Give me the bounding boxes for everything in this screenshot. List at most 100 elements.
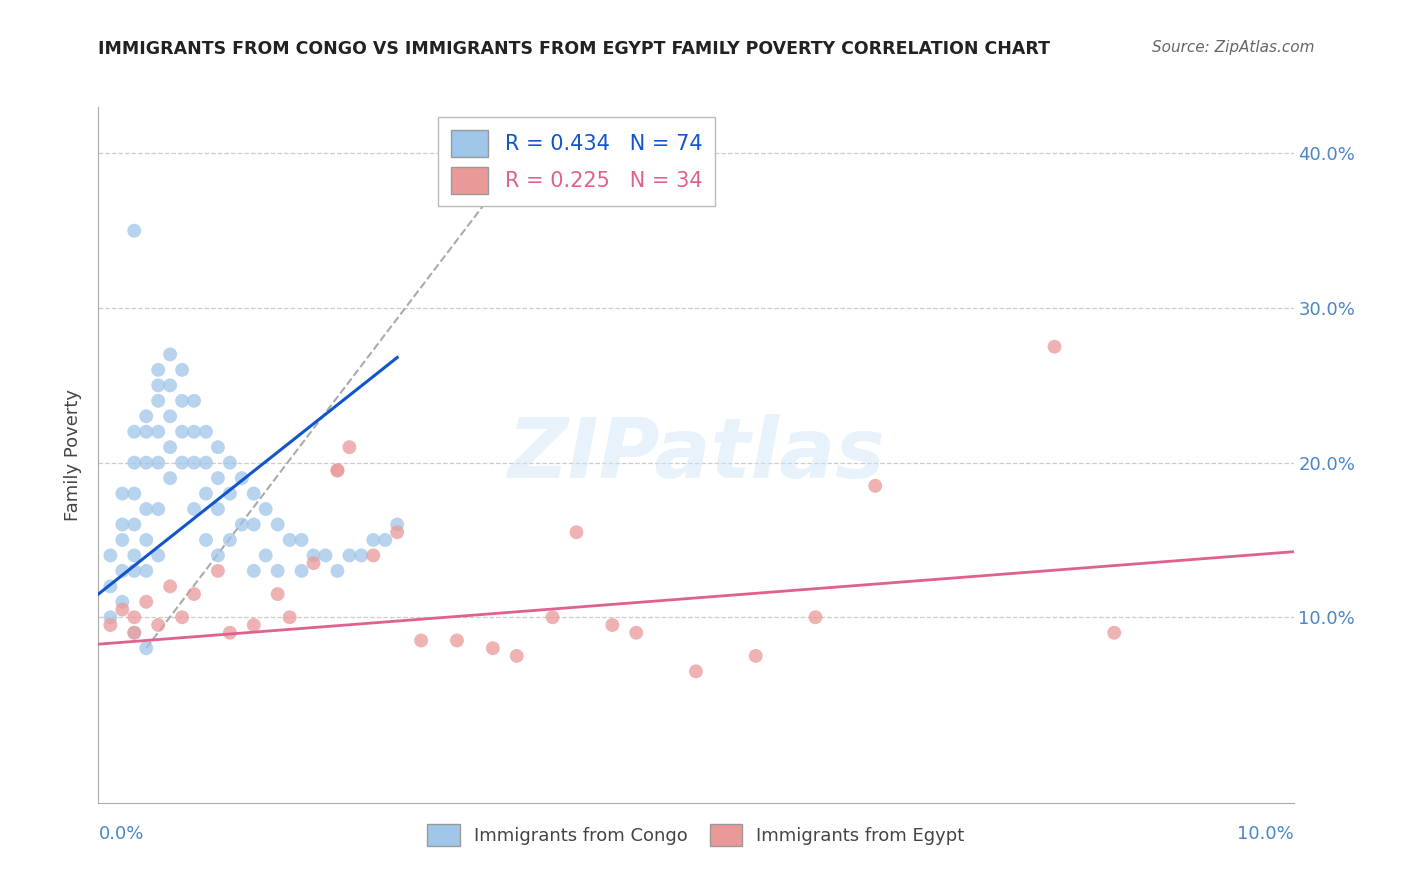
Point — [363, 549, 385, 563]
Point — [219, 533, 242, 547]
Point — [326, 463, 349, 477]
Point — [148, 549, 170, 563]
Text: Source: ZipAtlas.com: Source: ZipAtlas.com — [1152, 40, 1315, 55]
Y-axis label: Family Poverty: Family Poverty — [63, 389, 82, 521]
Point — [98, 579, 122, 593]
Point — [302, 556, 325, 570]
Point — [98, 549, 122, 563]
Point — [172, 393, 194, 408]
Point — [602, 618, 624, 632]
Point — [111, 595, 134, 609]
Point — [326, 463, 349, 477]
Point — [148, 456, 170, 470]
Point — [243, 564, 266, 578]
Point — [339, 549, 361, 563]
Point — [231, 471, 253, 485]
Point — [111, 564, 134, 578]
Point — [207, 471, 229, 485]
Point — [124, 425, 146, 439]
Point — [172, 425, 194, 439]
Point — [159, 347, 181, 361]
Point — [350, 549, 373, 563]
Point — [159, 378, 181, 392]
Point — [278, 533, 301, 547]
Point — [326, 564, 349, 578]
Point — [278, 610, 301, 624]
Point — [195, 533, 218, 547]
Point — [626, 625, 648, 640]
Point — [148, 363, 170, 377]
Point — [243, 517, 266, 532]
Point — [541, 610, 564, 624]
Point — [865, 479, 887, 493]
Text: 10.0%: 10.0% — [1237, 825, 1294, 843]
Point — [804, 610, 827, 624]
Point — [219, 625, 242, 640]
Point — [148, 393, 170, 408]
Point — [148, 425, 170, 439]
Point — [159, 409, 181, 424]
Point — [135, 641, 157, 656]
Point — [302, 549, 325, 563]
Point — [207, 549, 229, 563]
Point — [111, 486, 134, 500]
Point — [207, 502, 229, 516]
Point — [254, 502, 277, 516]
Point — [195, 425, 218, 439]
Text: ZIPatlas: ZIPatlas — [508, 415, 884, 495]
Point — [98, 618, 122, 632]
Point — [111, 517, 134, 532]
Point — [385, 517, 409, 532]
Point — [291, 533, 314, 547]
Text: 0.0%: 0.0% — [98, 825, 143, 843]
Point — [172, 610, 194, 624]
Point — [482, 641, 505, 656]
Point — [111, 602, 134, 616]
Point — [124, 610, 146, 624]
Point — [243, 618, 266, 632]
Point — [195, 456, 218, 470]
Point — [124, 224, 146, 238]
Point — [207, 564, 229, 578]
Point — [231, 517, 253, 532]
Point — [183, 393, 205, 408]
Point — [267, 587, 290, 601]
Point — [159, 440, 181, 454]
Point — [124, 625, 146, 640]
Point — [135, 409, 157, 424]
Point — [124, 517, 146, 532]
Point — [267, 517, 290, 532]
Point — [195, 486, 218, 500]
Point — [183, 456, 205, 470]
Point — [111, 533, 134, 547]
Point — [135, 425, 157, 439]
Point — [124, 486, 146, 500]
Point — [243, 486, 266, 500]
Point — [363, 533, 385, 547]
Point — [315, 549, 337, 563]
Point — [159, 471, 181, 485]
Point — [1043, 340, 1066, 354]
Point — [148, 378, 170, 392]
Point — [745, 648, 768, 663]
Text: IMMIGRANTS FROM CONGO VS IMMIGRANTS FROM EGYPT FAMILY POVERTY CORRELATION CHART: IMMIGRANTS FROM CONGO VS IMMIGRANTS FROM… — [98, 40, 1050, 58]
Point — [98, 610, 122, 624]
Point — [506, 648, 529, 663]
Point — [254, 549, 277, 563]
Point — [135, 595, 157, 609]
Point — [135, 533, 157, 547]
Point — [207, 440, 229, 454]
Point — [219, 456, 242, 470]
Point — [124, 625, 146, 640]
Point — [124, 564, 146, 578]
Point — [159, 579, 181, 593]
Point — [685, 665, 707, 679]
Point — [148, 618, 170, 632]
Point — [374, 533, 396, 547]
Point — [135, 564, 157, 578]
Point — [1104, 625, 1126, 640]
Point — [385, 525, 409, 540]
Point — [291, 564, 314, 578]
Point — [339, 440, 361, 454]
Point — [411, 633, 433, 648]
